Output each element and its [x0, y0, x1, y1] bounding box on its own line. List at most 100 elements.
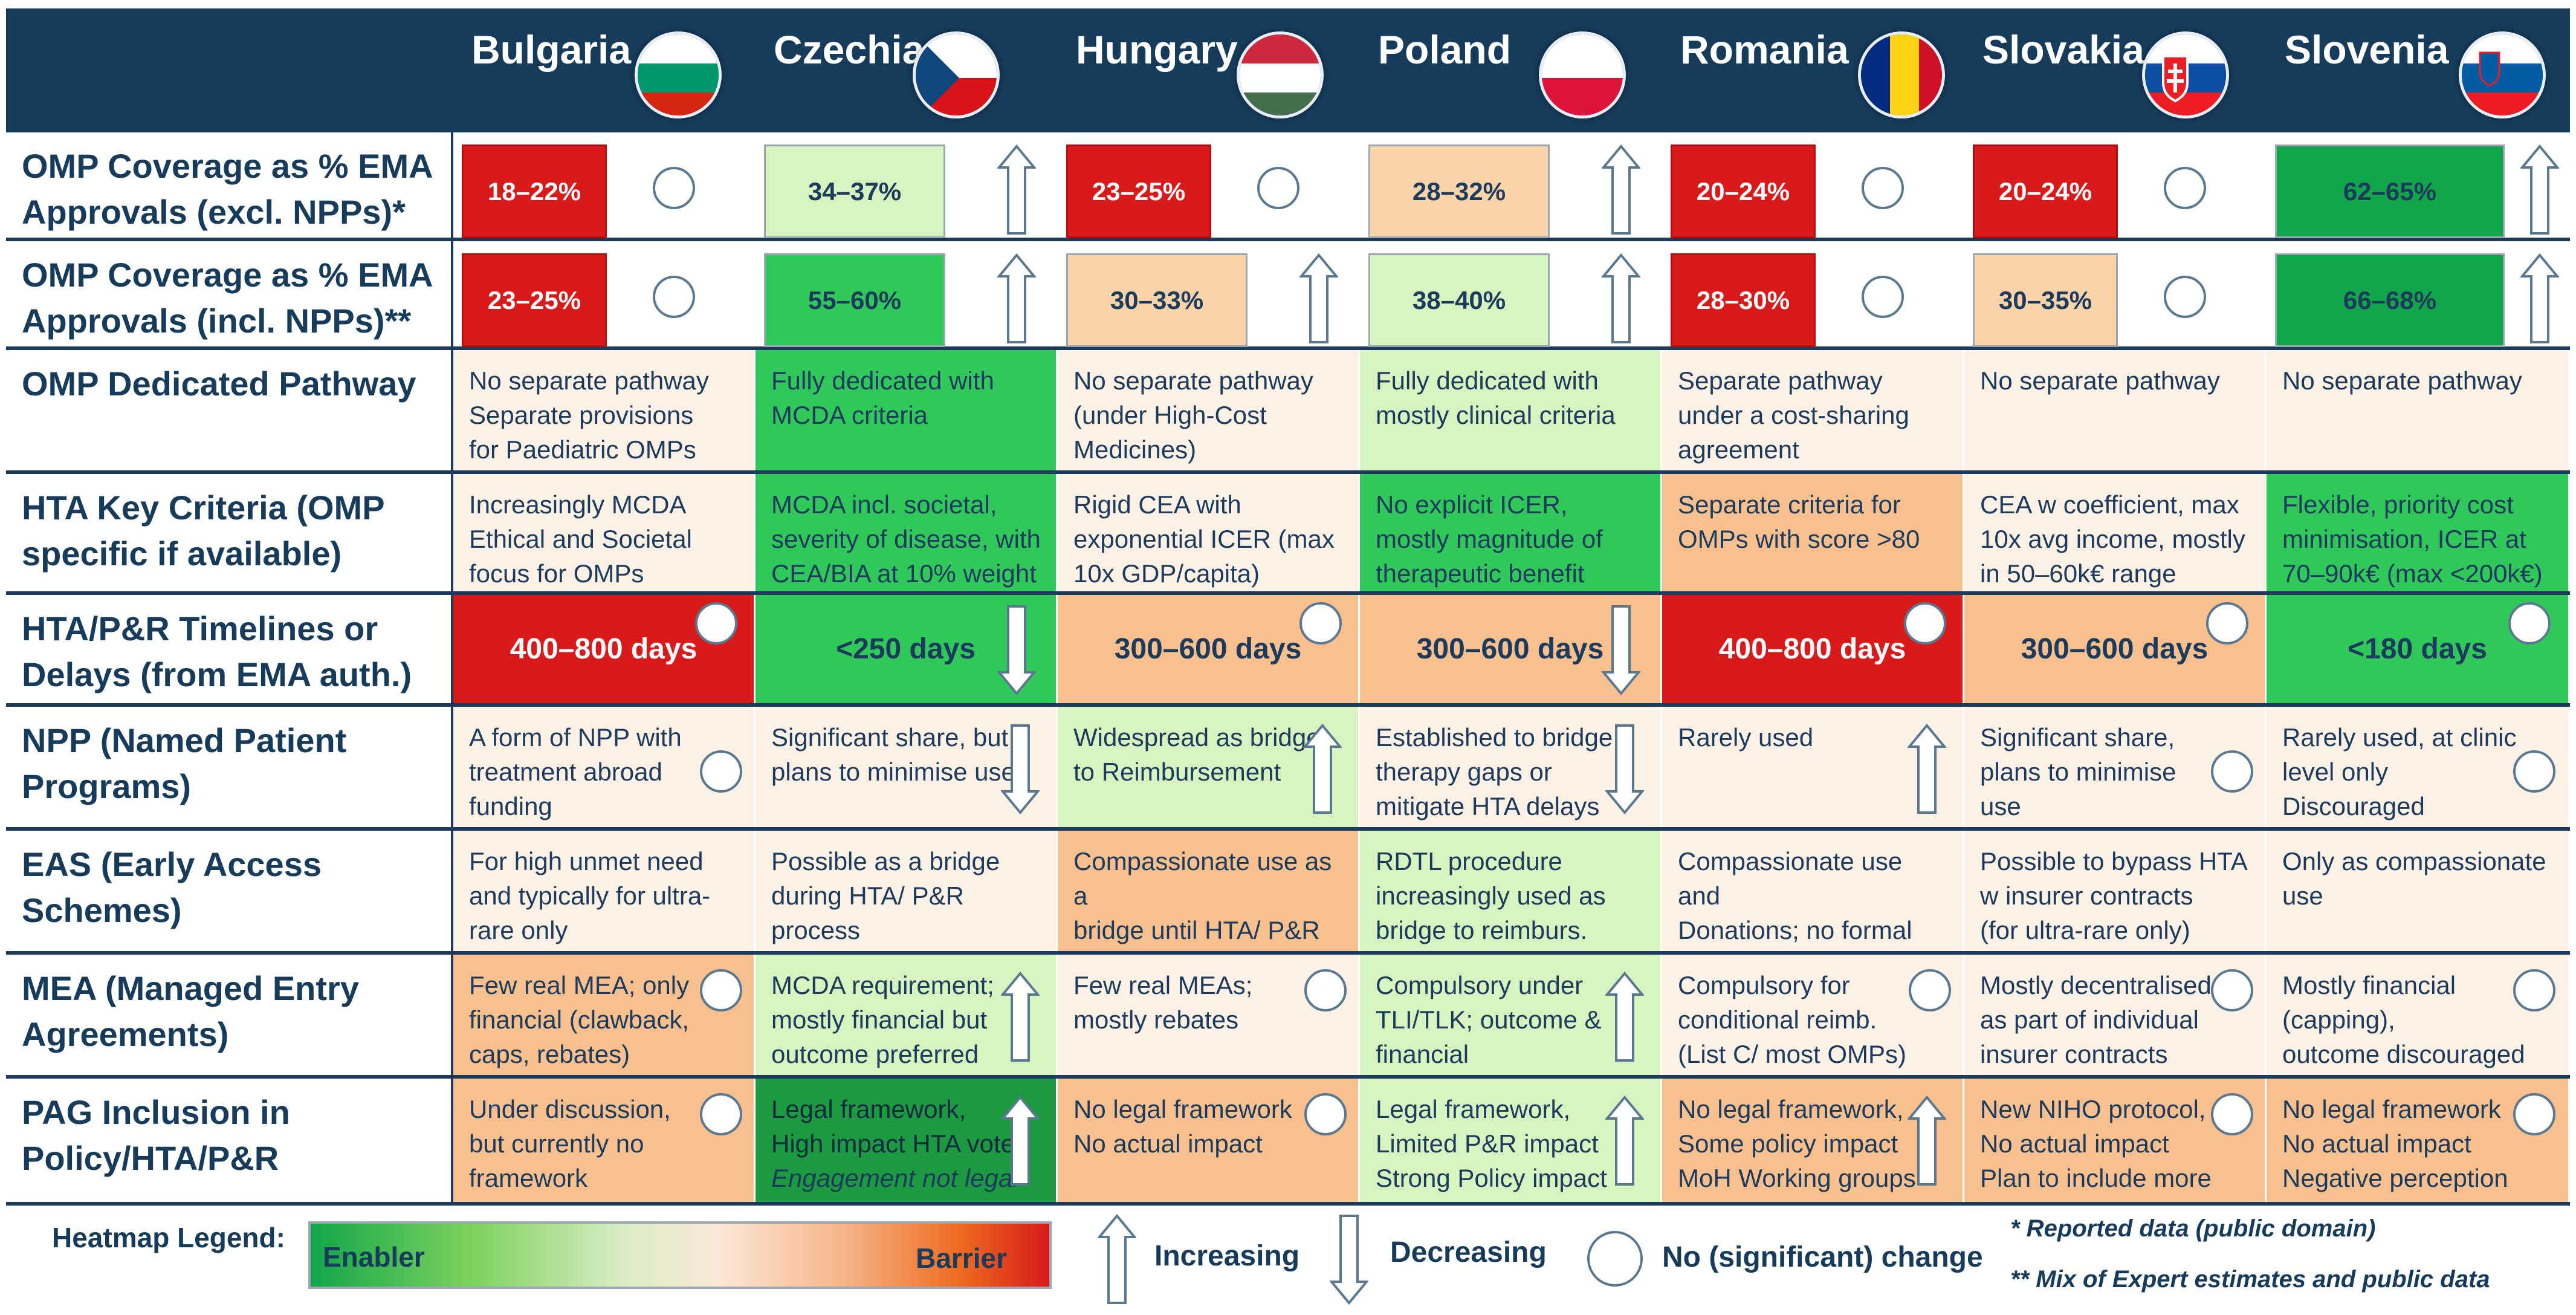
cell-bulgaria: 18–22% — [453, 132, 756, 238]
timeline-value: 300–600 days — [1416, 633, 1604, 665]
cell-text: Possible to bypass HTA w insurer contrac… — [1980, 847, 2248, 944]
cell-czechia: Legal framework, High impact HTA vote Eng… — [756, 1079, 1058, 1202]
cell-slovenia: <180 days — [2267, 595, 2570, 703]
cell-czechia: 55–60% — [756, 241, 1058, 347]
cell-text: Few real MEA; only financial (clawback, … — [469, 971, 690, 1068]
cell-hungary: 30–33% — [1058, 241, 1360, 347]
timeline-value: 300–600 days — [1114, 633, 1302, 665]
cell-poland: No explicit ICER, mostly magnitude of th… — [1360, 474, 1662, 591]
increasing-arrow-icon — [1605, 972, 1644, 1062]
romania-flag-icon — [1858, 31, 1945, 119]
cell-slovenia: No separate pathway — [2267, 350, 2570, 470]
cell-slovakia: No separate pathway — [1964, 350, 2267, 470]
country-header-bulgaria: Bulgaria — [453, 8, 756, 132]
row-eas: EAS (Early Access Schemes) For high unmet… — [6, 831, 2570, 979]
cell-slovenia: Flexible, priority cost minimisation, IC… — [2267, 474, 2570, 591]
increasing-arrow-icon — [1602, 253, 1640, 344]
cell-text: Fully dedicated with mostly clinical cri… — [1376, 366, 1616, 429]
slovakia-flag-icon — [2142, 31, 2229, 119]
cell-text: Significant share, plans to minimise use — [1980, 723, 2176, 820]
cell-hungary: Widespread as bridge to Reimbursement — [1058, 707, 1360, 827]
decreasing-arrow-icon — [1605, 724, 1644, 814]
country-name: Bulgaria — [471, 27, 632, 72]
cell-bulgaria: 400–800 days — [453, 595, 756, 703]
cell-poland: Fully dedicated with mostly clinical cri… — [1360, 350, 1662, 470]
coverage-value-box: 18–22% — [462, 144, 607, 238]
no-change-circle-icon — [700, 969, 742, 1011]
increasing-arrow-icon — [2520, 144, 2559, 235]
coverage-value-box: 55–60% — [764, 253, 945, 347]
cell-czechia: MCDA incl. societal, severity of disease… — [756, 474, 1058, 591]
country-header-romania: Romania — [1662, 8, 1964, 132]
coverage-value-box: 20–24% — [1671, 144, 1816, 238]
country-name: Czechia — [774, 27, 925, 72]
row-label: HTA/P&R Timelines or Delays (from EMA au… — [6, 595, 453, 703]
cell-text: RDTL procedure increasingly used as brid… — [1376, 847, 1606, 944]
coverage-value-box: 38–40% — [1368, 253, 1550, 347]
no-change-circle-icon — [1904, 602, 1946, 645]
country-header-hungary: Hungary — [1058, 8, 1360, 132]
country-name: Hungary — [1076, 27, 1238, 72]
no-change-circle-icon — [2211, 1093, 2253, 1135]
cell-text: Separate criteria for OMPs with score >8… — [1678, 490, 1920, 553]
cell-bulgaria: Under discussion, but currently no frame… — [453, 1079, 756, 1202]
cell-slovakia: Significant share, plans to minimise use — [1964, 707, 2267, 827]
increasing-arrow-icon — [2520, 253, 2559, 344]
row-label: PAG Inclusion in Policy/HTA/P&R — [6, 1079, 453, 1202]
cell-text: Increasingly MCDA Ethical and Societal f… — [469, 490, 692, 588]
cell-text: MCDA requirement; mostly financial but o… — [771, 971, 994, 1068]
no-change-circle-icon — [2513, 750, 2555, 793]
cell-slovakia: CEA w coefficient, max 10x avg income, m… — [1964, 474, 2267, 591]
cell-czechia: <250 days — [756, 595, 1058, 703]
row-coverage-excl: OMP Coverage as % EMA Approvals (excl. N… — [6, 132, 2570, 241]
increasing-arrow-icon — [1605, 1096, 1644, 1186]
no-change-circle-icon — [1862, 167, 1904, 209]
cell-bulgaria: For high unmet need and typically for ul… — [453, 831, 756, 951]
no-change-circle-icon — [2206, 602, 2248, 645]
decreasing-arrow-icon — [1001, 724, 1040, 814]
cell-poland: 38–40% — [1360, 241, 1662, 347]
cell-slovenia: Only as compassionate use — [2267, 831, 2570, 951]
timeline-value: 400–800 days — [1718, 633, 1906, 665]
country-header-row: Bulgaria Czechia Hungary Poland Romania Slova… — [6, 8, 2570, 132]
cell-hungary: Rigid CEA with exponential ICER (max 10x… — [1058, 474, 1360, 591]
increasing-arrow-icon — [1303, 724, 1342, 814]
cell-text: A form of NPP with treatment abroad fund… — [469, 723, 682, 820]
row-npp: NPP (Named Patient Programs) A form of NP… — [6, 707, 2570, 831]
no-change-circle-icon — [2508, 602, 2551, 645]
cell-romania: Compassionate use and Donations; no form… — [1662, 831, 1964, 979]
country-header-poland: Poland — [1360, 8, 1662, 132]
cell-text: CEA w coefficient, max 10x avg income, m… — [1980, 490, 2245, 588]
coverage-value-box: 62–65% — [2275, 144, 2505, 238]
cell-slovakia: 30–35% — [1964, 241, 2267, 347]
no-change-circle-icon — [695, 602, 737, 645]
cell-romania: Separate pathway under a cost-sharing ag… — [1662, 350, 1964, 470]
increasing-arrow-icon — [1098, 1214, 1136, 1305]
timeline-value: <250 days — [836, 633, 976, 665]
bulgaria-flag-icon — [635, 31, 722, 119]
no-change-circle-icon — [2211, 750, 2253, 793]
no-change-circle-icon — [700, 750, 742, 793]
cell-text: No legal framework No actual impact — [1073, 1095, 1292, 1158]
cell-text: No separate pathway — [1980, 366, 2220, 395]
cell-text: Mostly financial (capping), outcome disc… — [2282, 971, 2525, 1068]
cell-text: Only as compassionate use — [2282, 847, 2546, 910]
cell-text: Widespread as bridge to Reimbursement — [1073, 723, 1321, 786]
cell-hungary: 23–25% — [1058, 132, 1360, 238]
coverage-value-box: 28–30% — [1671, 253, 1816, 347]
cell-text: Legal framework, High impact HTA vote — [771, 1095, 1015, 1158]
country-name: Poland — [1378, 27, 1512, 72]
cell-romania: 400–800 days — [1662, 595, 1964, 703]
cell-text: Compulsory for conditional reimb. (List … — [1678, 971, 1907, 1068]
timeline-value: 400–800 days — [510, 633, 697, 665]
timeline-value: 300–600 days — [2021, 633, 2209, 665]
cell-hungary: Few real MEAs; mostly rebates — [1058, 955, 1360, 1075]
row-label: OMP Coverage as % EMA Approvals (excl. N… — [6, 132, 453, 238]
cell-bulgaria: 23–25% — [453, 241, 756, 347]
country-name: Romania — [1680, 27, 1849, 72]
cell-text: Rarely used — [1678, 723, 1814, 752]
cell-hungary: 300–600 days — [1058, 595, 1360, 703]
row-label: EAS (Early Access Schemes) — [6, 831, 453, 951]
country-header-slovakia: Slovakia — [1964, 8, 2267, 132]
cell-romania: No legal framework, Some policy impact M… — [1662, 1079, 1964, 1202]
